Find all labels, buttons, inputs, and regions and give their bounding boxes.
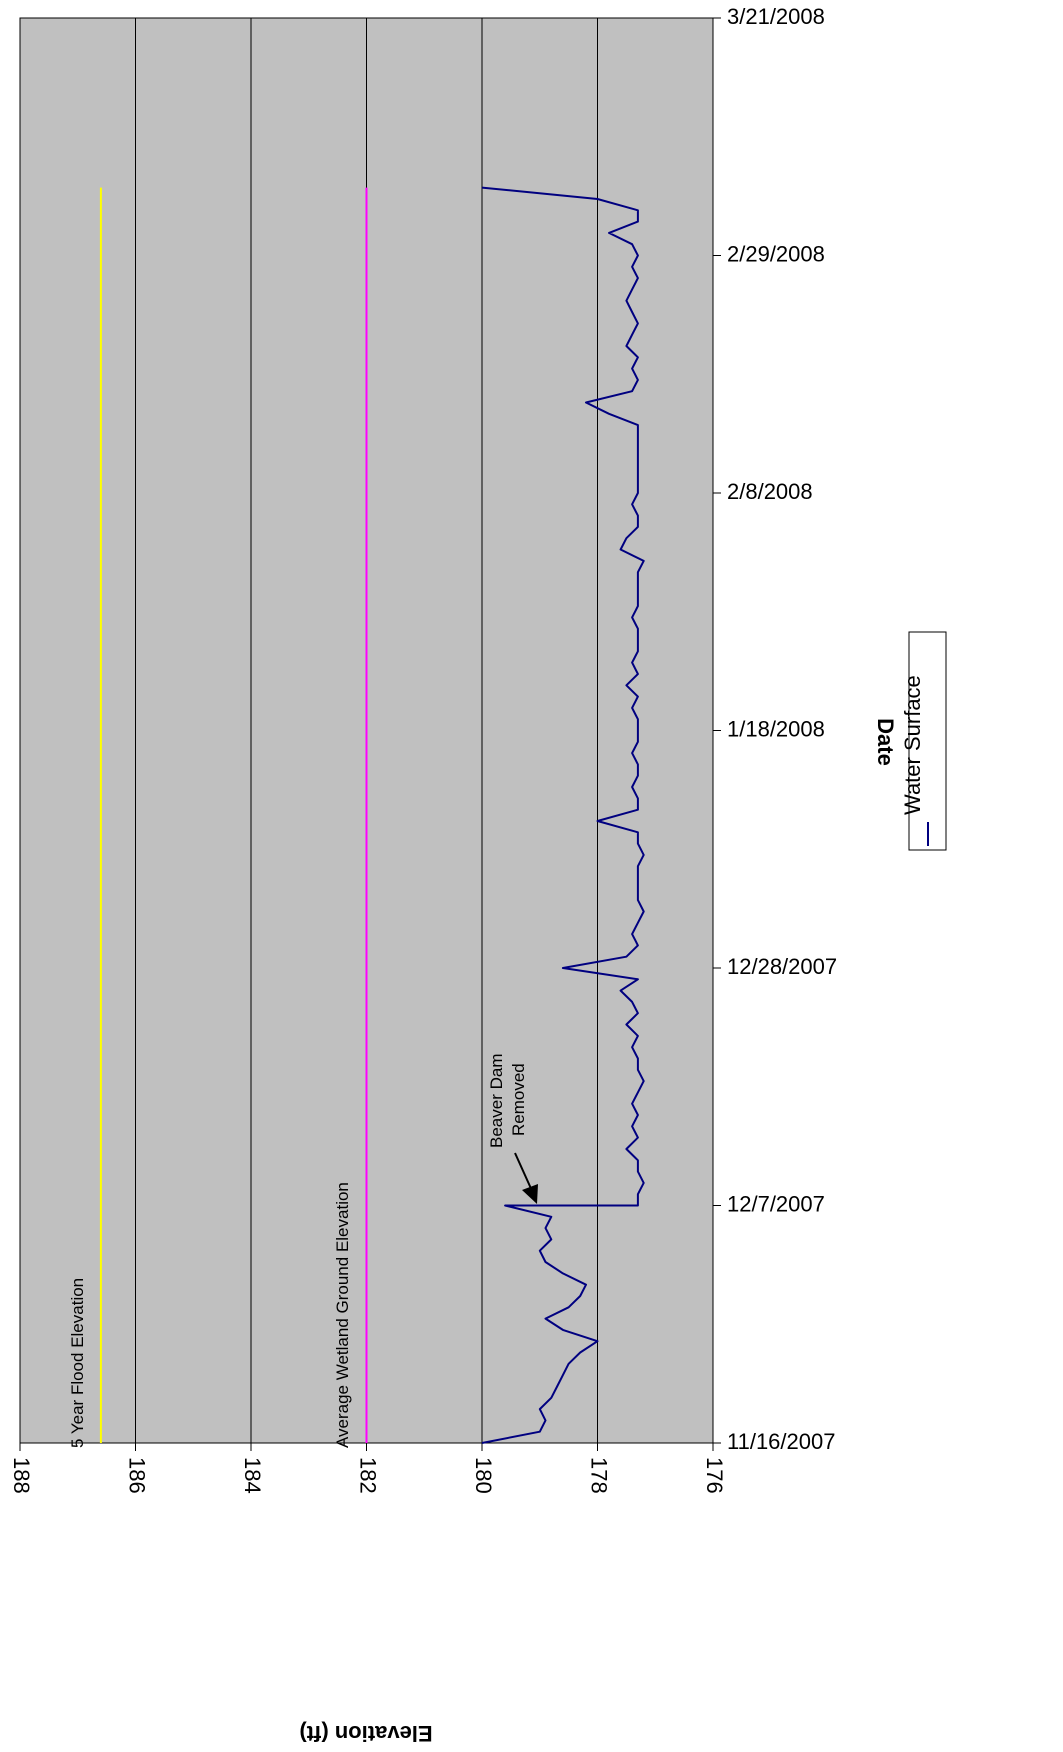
y-tick-label: 184 bbox=[240, 1457, 265, 1494]
x-tick-label: 1/18/2008 bbox=[727, 716, 825, 741]
y-tick-label: 182 bbox=[356, 1457, 381, 1494]
y-tick-label: 188 bbox=[9, 1457, 34, 1494]
x-tick-label: 3/21/2008 bbox=[727, 4, 825, 29]
x-tick-label: 2/29/2008 bbox=[727, 241, 825, 266]
y-tick-label: 178 bbox=[587, 1457, 612, 1494]
y-tick-label: 176 bbox=[702, 1457, 727, 1494]
annotation-beaver-line2: Removed bbox=[509, 1063, 528, 1136]
y-tick-label: 180 bbox=[471, 1457, 496, 1494]
annotation-beaver-arrow-line bbox=[514, 1152, 534, 1194]
legend: Water Surface bbox=[900, 631, 947, 851]
series-layer bbox=[99, 186, 645, 1444]
x-axis-title: Date bbox=[873, 718, 898, 766]
x-tick-label: 11/16/2007 bbox=[727, 1429, 835, 1454]
annotation-beaver-line1: Beaver Dam bbox=[487, 1054, 506, 1148]
x-tick-label: 2/8/2008 bbox=[727, 479, 813, 504]
x-tick-label: 12/28/2007 bbox=[727, 954, 837, 979]
water-surface-line bbox=[481, 186, 645, 1444]
x-tick-label: 12/7/2007 bbox=[727, 1191, 825, 1216]
y-tick-label: 186 bbox=[125, 1457, 150, 1494]
annotation-wetland-label: Average Wetland Ground Elevation bbox=[333, 1182, 352, 1448]
elevation-axis: 188 186 184 182 180 178 176 bbox=[9, 1443, 727, 1494]
date-axis: 11/16/2007 12/7/2007 12/28/2007 1/18/2008 2/… bbox=[713, 4, 837, 1454]
annotation-flood-label: 5 Year Flood Elevation bbox=[68, 1278, 87, 1448]
annotation-beaver-arrow-head bbox=[522, 1184, 538, 1204]
legend-box bbox=[908, 631, 947, 851]
y-axis-title: Elevation (ft) bbox=[299, 1721, 432, 1746]
legend-label: Water Surface bbox=[900, 675, 925, 815]
